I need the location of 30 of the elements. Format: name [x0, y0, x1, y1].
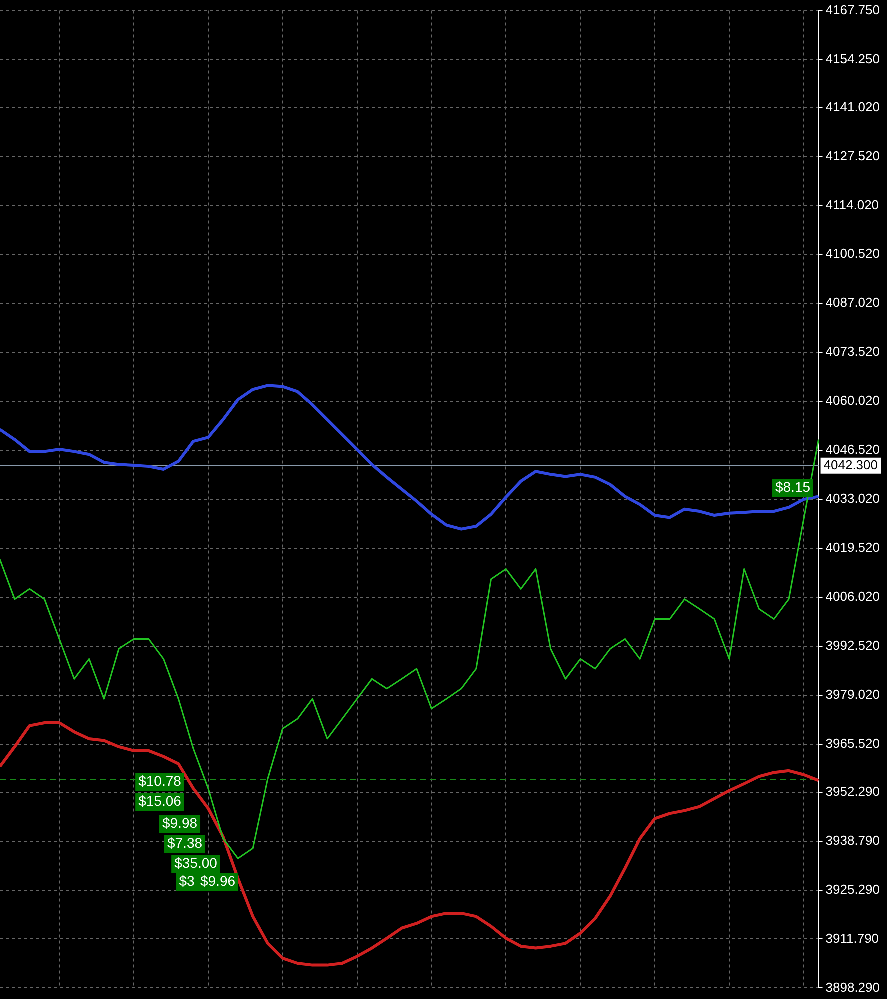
y-tick-label: 4114.020: [826, 197, 880, 212]
y-tick-label: 4073.520: [826, 344, 880, 360]
y-tick-label: 4154.250: [826, 51, 880, 66]
y-tick-label: 4127.520: [826, 148, 880, 164]
y-tick-label: 4033.020: [826, 491, 880, 506]
y-tick-label: 4141.020: [826, 99, 880, 114]
y-tick-label: 4019.520: [826, 540, 880, 556]
annotation: $10.78: [138, 772, 182, 789]
annotation: $9.98: [162, 814, 198, 831]
y-tick-label: 3925.290: [826, 882, 880, 897]
annotation: $15.06: [138, 792, 182, 809]
y-tick-label: 3979.020: [826, 686, 880, 702]
annotation: $3: [179, 872, 195, 889]
y-tick-label: 4060.020: [826, 393, 880, 408]
y-tick-label: 4100.520: [826, 246, 880, 262]
annotation: $9.96: [200, 872, 236, 889]
y-tick-label: 3965.520: [826, 736, 880, 751]
y-tick-label: 4046.520: [826, 442, 880, 458]
y-tick-label: 3911.790: [826, 930, 880, 946]
annotation: $7.38: [167, 834, 203, 851]
ref-line-label: 4042.300: [824, 457, 878, 472]
y-tick-label: 3898.290: [826, 980, 880, 995]
annotation: $35.00: [174, 854, 218, 871]
y-tick-label: 4087.020: [826, 295, 880, 310]
y-tick-label: 3992.520: [826, 638, 880, 653]
y-tick-label: 3952.290: [826, 784, 880, 799]
y-tick-label: 4006.020: [826, 589, 880, 604]
y-tick-label: 4167.750: [826, 2, 880, 18]
y-tick-label: 3938.790: [826, 832, 880, 848]
annotation: $8.15: [775, 478, 811, 495]
